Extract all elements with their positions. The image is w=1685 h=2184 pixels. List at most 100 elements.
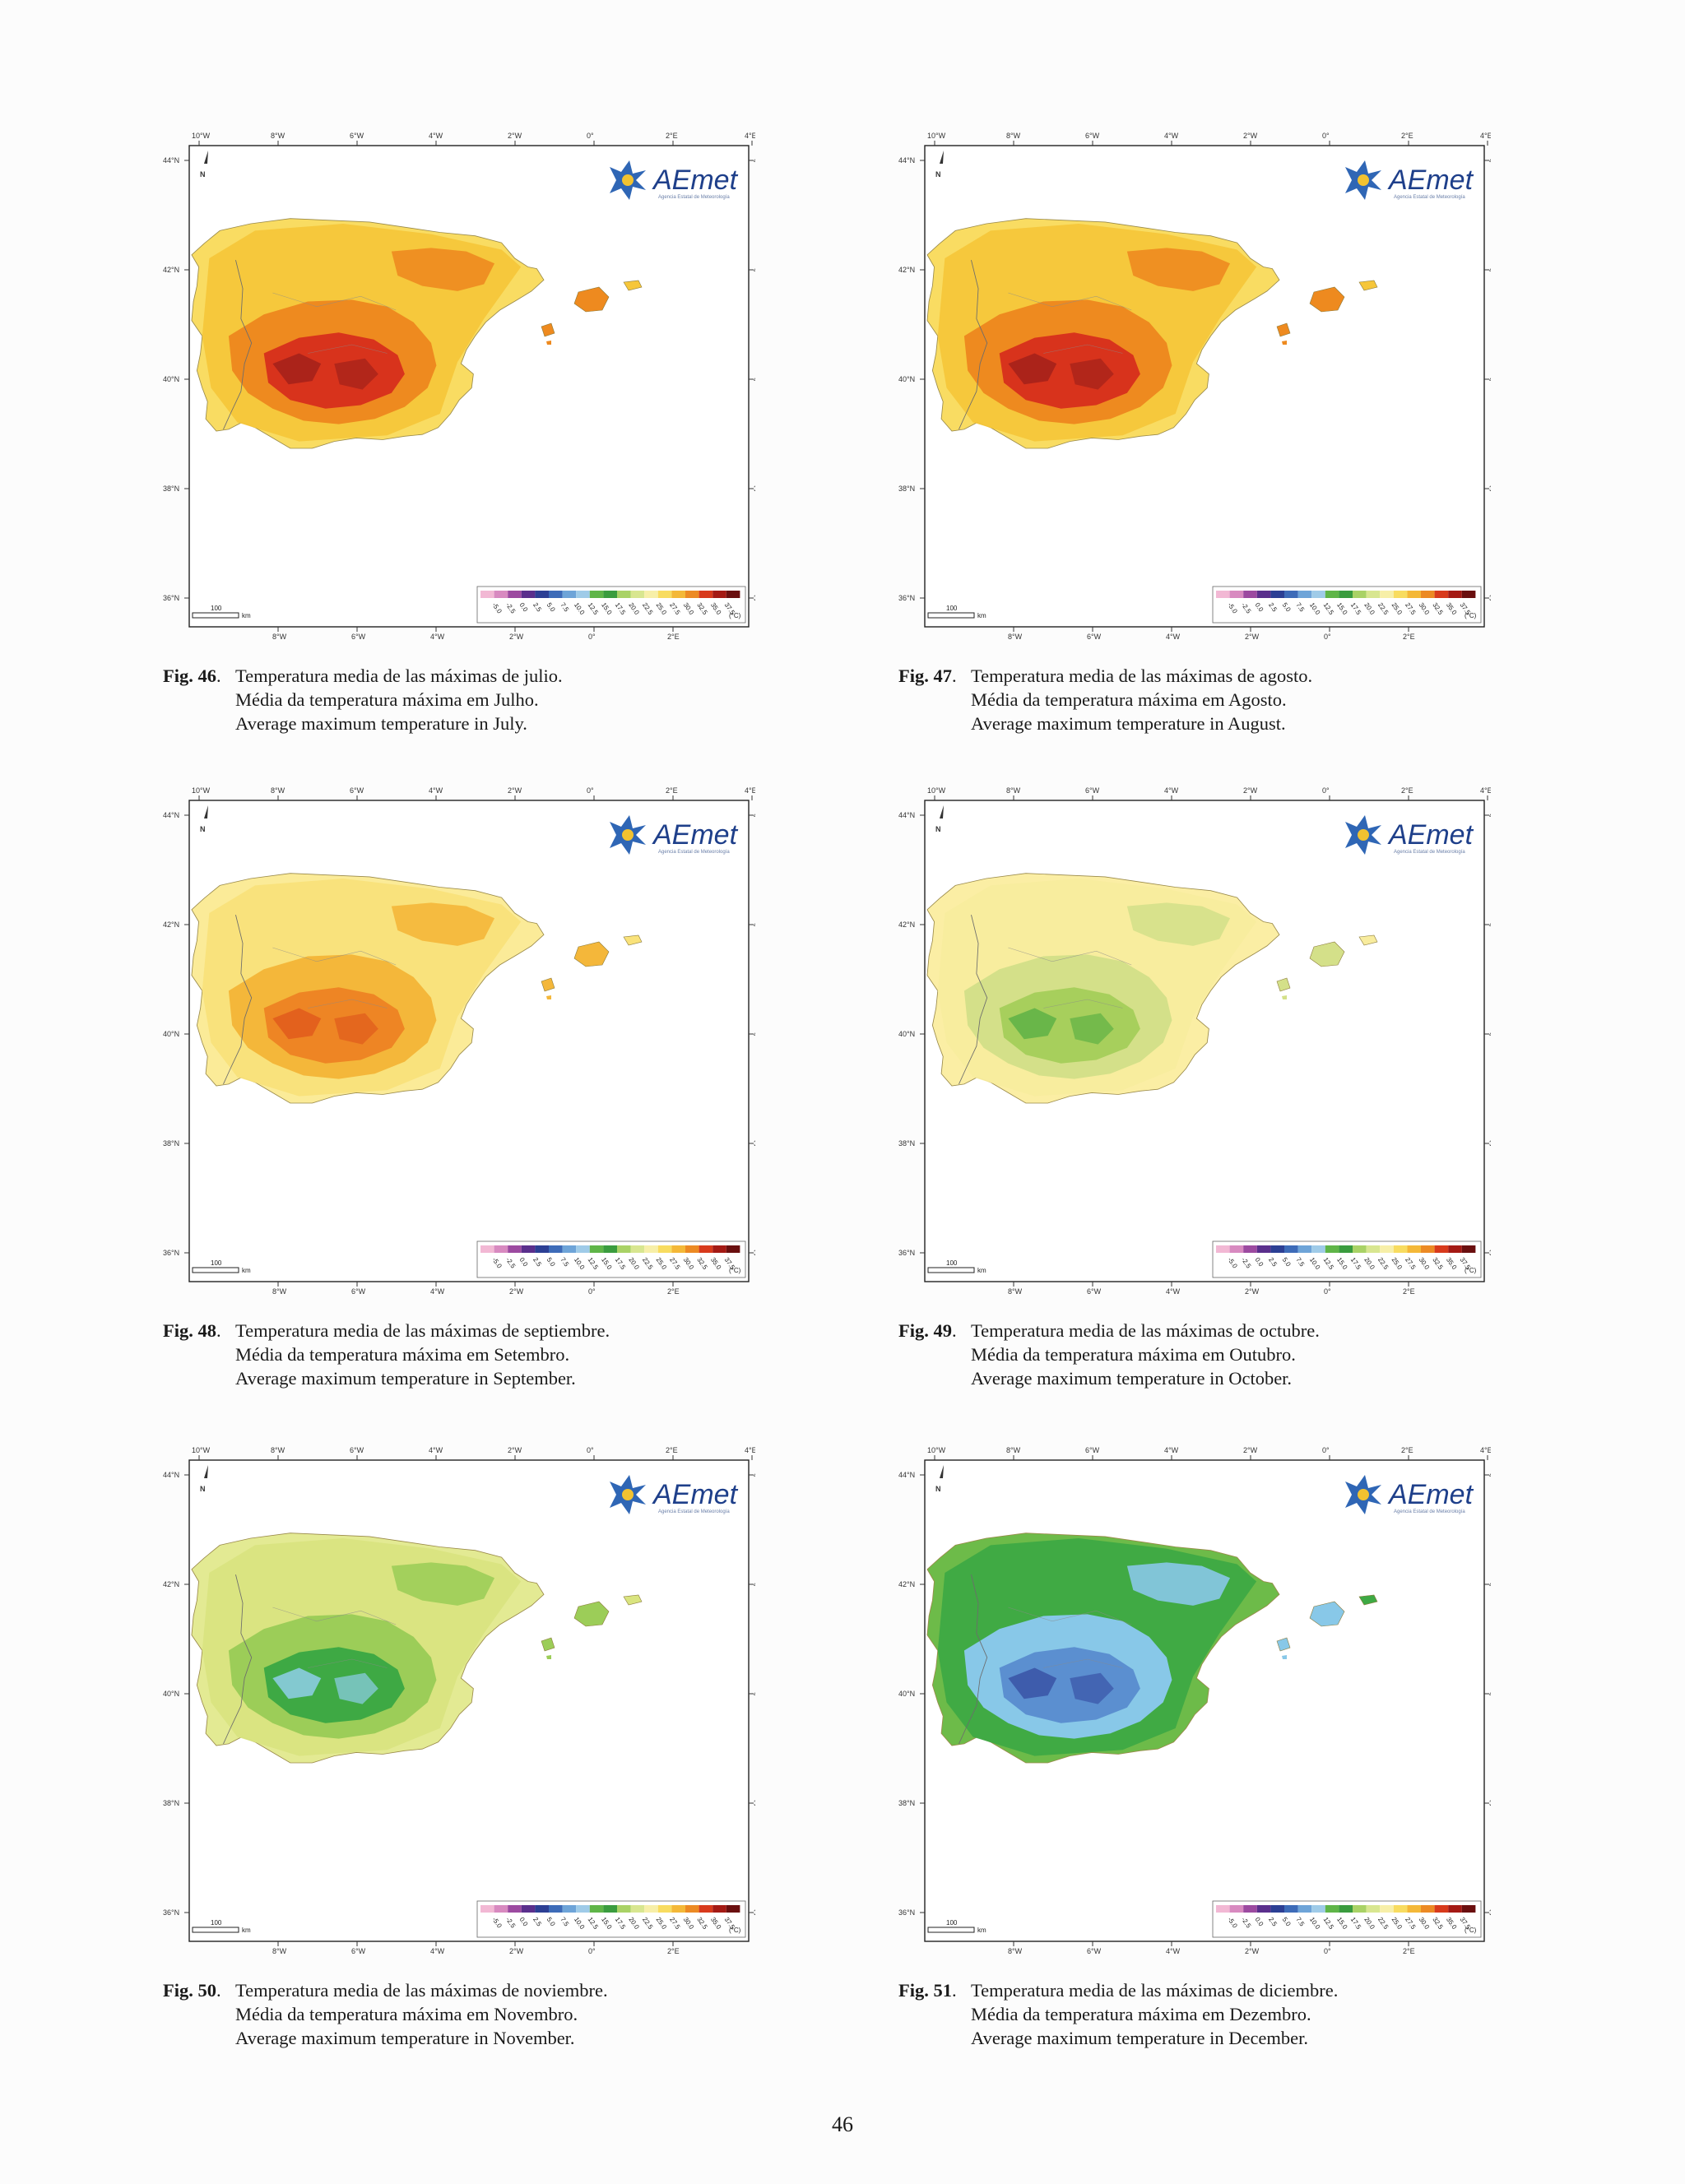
caption-english: Average maximum temperature in December. xyxy=(971,2028,1309,2048)
longitude-tick-label: 6°W xyxy=(1087,1947,1102,1954)
legend-swatch xyxy=(1297,591,1312,598)
balearic-islands xyxy=(541,280,643,345)
longitude-tick-label: 2°W xyxy=(508,1446,522,1454)
longitude-tick-label: 0° xyxy=(1322,1446,1330,1454)
legend-swatch xyxy=(508,1245,522,1253)
scale-unit: km xyxy=(242,1927,251,1934)
figure-caption: Fig. 48. Temperatura media de las máxima… xyxy=(163,1320,610,1389)
latitude-tick-label: 36°N xyxy=(754,1908,755,1917)
longitude-tick-label: 8°W xyxy=(1006,1446,1021,1454)
legend-swatch xyxy=(494,1905,508,1913)
longitude-tick-label: 4°W xyxy=(1164,786,1179,795)
scale-bar xyxy=(927,1927,975,1933)
scale-unit: km xyxy=(977,1267,986,1274)
legend-swatch xyxy=(1448,1905,1462,1913)
legend-unit: (°C) xyxy=(1465,1927,1477,1934)
latitude-tick-label: 40°N xyxy=(1489,1690,1491,1698)
latitude-tick-label: 36°N xyxy=(1489,594,1491,602)
scale-value: 100 xyxy=(211,605,222,612)
longitude-tick-label: 8°W xyxy=(272,1287,287,1294)
scale-unit: km xyxy=(977,612,986,619)
aemet-logo xyxy=(610,160,646,200)
legend-swatch xyxy=(671,1245,685,1253)
aemet-logo xyxy=(610,1475,646,1514)
longitude-tick-label: 0° xyxy=(587,786,594,795)
legend-swatch xyxy=(1284,1905,1298,1913)
legend-swatch xyxy=(657,1905,672,1913)
legend-swatch xyxy=(1366,591,1381,598)
legend-swatch xyxy=(576,591,590,598)
legend-swatch xyxy=(1339,1245,1353,1253)
latitude-tick-label: 38°N xyxy=(754,1139,755,1148)
longitude-tick-label: 6°W xyxy=(1087,1287,1102,1294)
longitude-tick-label: 2°E xyxy=(666,132,678,140)
caption-spanish: Temperatura media de las máximas de dici… xyxy=(971,1980,1339,2001)
longitude-tick-label: 8°W xyxy=(271,132,285,140)
latitude-tick-label: 38°N xyxy=(898,1799,915,1807)
legend-swatch xyxy=(562,591,577,598)
legend-unit: (°C) xyxy=(1465,612,1477,619)
longitude-tick-label: 6°W xyxy=(350,1446,364,1454)
legend-swatch xyxy=(630,1245,645,1253)
longitude-tick-label: 0° xyxy=(588,1947,596,1954)
latitude-tick-label: 38°N xyxy=(1489,485,1491,493)
figure-number: Fig. 47 xyxy=(898,665,952,686)
latitude-tick-label: 44°N xyxy=(754,156,755,165)
north-arrow-icon xyxy=(940,1465,944,1478)
longitude-tick-label: 4°E xyxy=(1480,786,1491,795)
latitude-tick-label: 36°N xyxy=(1489,1249,1491,1257)
figure-caption: Fig. 47. Temperatura media de las máxima… xyxy=(898,665,1313,734)
longitude-tick-label: 8°W xyxy=(271,1446,285,1454)
latitude-tick-label: 42°N xyxy=(754,266,755,274)
temperature-map: 10°W 8°W 6°W 4°W 2°W 0° 2°E 4°E 8°W 6°W 4°W 2°W 0° 2°… xyxy=(898,1444,1491,1954)
latitude-tick-label: 42°N xyxy=(163,920,179,929)
north-label: N xyxy=(935,1485,941,1493)
aemet-logo xyxy=(1345,815,1381,855)
latitude-tick-label: 36°N xyxy=(898,594,915,602)
scale-value: 100 xyxy=(211,1259,222,1267)
legend-swatch xyxy=(644,591,658,598)
figure-caption: Fig. 51. Temperatura media de las máxima… xyxy=(898,1980,1339,2048)
longitude-tick-label: 0° xyxy=(1324,1287,1331,1294)
page-number: 46 xyxy=(832,2112,853,2136)
legend-swatch xyxy=(685,591,699,598)
longitude-tick-label: 6°W xyxy=(351,1287,366,1294)
caption-english: Average maximum temperature in September… xyxy=(235,1368,576,1389)
legend-swatch xyxy=(699,1905,713,1913)
aemet-logo-text: AEmet xyxy=(1387,819,1474,851)
longitude-tick-label: 2°W xyxy=(1243,1446,1258,1454)
latitude-tick-label: 38°N xyxy=(898,1139,915,1148)
latitude-tick-label: 38°N xyxy=(754,485,755,493)
longitude-tick-label: 6°W xyxy=(1085,132,1100,140)
longitude-tick-label: 2°W xyxy=(509,1287,524,1294)
longitude-tick-label: 2°E xyxy=(667,1947,680,1954)
aemet-logo xyxy=(610,815,646,855)
temperature-legend: -5.0 -2.5 0.0 2.5 5.0 7.5 10.0 12.5 15.0 17.5 20.0… xyxy=(1212,1240,1482,1278)
longitude-tick-label: 2°W xyxy=(509,633,524,639)
longitude-tick-label: 4°W xyxy=(429,132,443,140)
longitude-tick-label: 2°W xyxy=(508,786,522,795)
longitude-tick-label: 6°W xyxy=(350,132,364,140)
legend-swatch xyxy=(480,1905,494,1913)
legend-swatch xyxy=(589,591,604,598)
legend-swatch xyxy=(1461,1245,1476,1253)
aemet-logo-subtitle: Agencia Estatal de Meteorología xyxy=(1394,195,1465,200)
longitude-tick-label: 6°W xyxy=(351,1947,366,1954)
longitude-tick-label: 8°W xyxy=(1006,132,1021,140)
longitude-tick-label: 10°W xyxy=(192,1446,211,1454)
longitude-tick-label: 10°W xyxy=(927,786,946,795)
latitude-tick-label: 36°N xyxy=(163,1249,179,1257)
balearic-islands xyxy=(541,934,643,999)
latitude-tick-label: 40°N xyxy=(754,1030,755,1038)
temperature-map: 10°W 8°W 6°W 4°W 2°W 0° 2°E 4°E 8°W 6°W 4°W 2°W 0° 2°… xyxy=(163,1444,755,1954)
legend-swatch xyxy=(1256,1905,1271,1913)
legend-swatch xyxy=(657,591,672,598)
longitude-tick-label: 6°W xyxy=(351,633,366,639)
scale-value: 100 xyxy=(946,1919,958,1927)
legend-swatch xyxy=(726,591,740,598)
caption-spanish: Temperatura media de las máximas de sept… xyxy=(235,1320,610,1341)
legend-swatch xyxy=(1229,1905,1244,1913)
latitude-tick-label: 40°N xyxy=(1489,1030,1491,1038)
legend-swatch xyxy=(644,1905,658,1913)
longitude-tick-label: 2°E xyxy=(666,786,678,795)
